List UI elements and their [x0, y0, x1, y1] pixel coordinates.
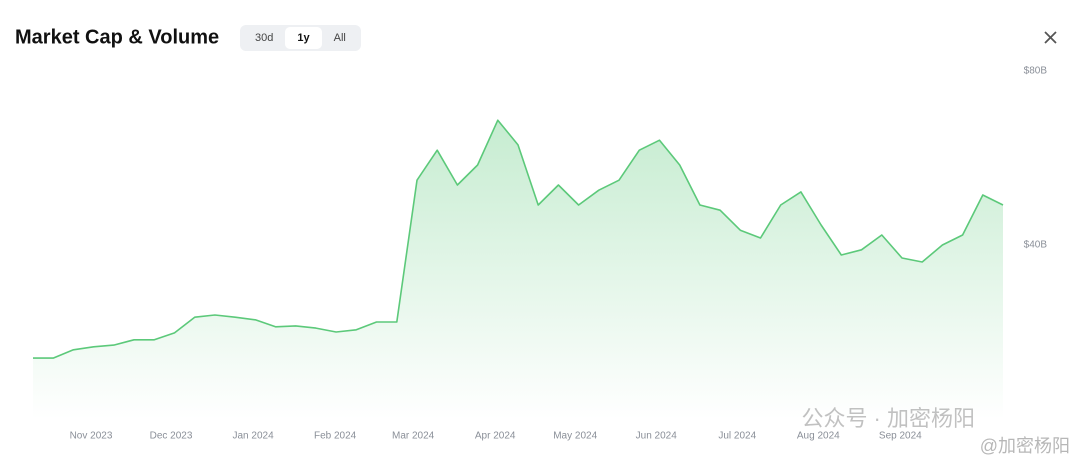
x-tick-label: Jun 2024: [636, 431, 678, 442]
x-tick-label: Jul 2024: [718, 431, 756, 442]
y-tick-label: $40B: [1024, 240, 1048, 251]
area: [33, 120, 1003, 419]
range-button[interactable]: All: [333, 32, 346, 44]
x-tick-label: May 2024: [553, 431, 597, 442]
x-tick-label: Mar 2024: [392, 431, 435, 442]
range-button[interactable]: 1y: [285, 27, 322, 49]
close-icon[interactable]: [1044, 31, 1057, 44]
x-tick-label: Dec 2023: [150, 431, 193, 442]
range-button[interactable]: 30d: [255, 32, 274, 44]
line: [33, 119, 1004, 359]
chart-title: Market Cap & Volume: [15, 26, 219, 48]
x-tick-label: Nov 2023: [70, 431, 113, 442]
x-tick-label: Jan 2024: [232, 431, 274, 442]
x-tick-label: Apr 2024: [475, 431, 516, 442]
watermark: 公众号 · 加密杨阳: [801, 406, 975, 431]
x-tick-label: Feb 2024: [314, 431, 357, 442]
x-tick-label: Aug 2024: [797, 431, 840, 442]
watermark: @加密杨阳: [980, 436, 1070, 456]
y-tick-label: $80B: [1024, 66, 1048, 77]
range-selector: 30d 1y All: [240, 25, 361, 51]
x-tick-label: Sep 2024: [879, 431, 922, 442]
